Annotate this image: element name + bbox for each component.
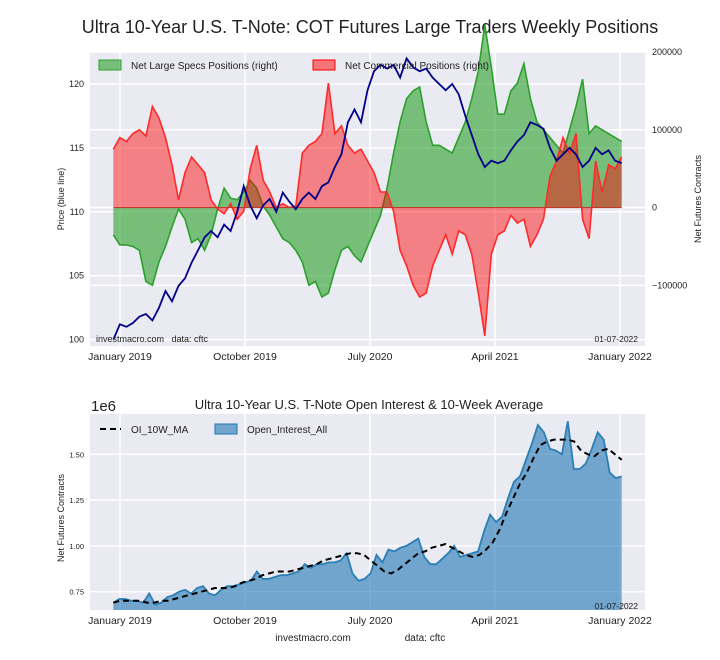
bottom-x-axis: January 2019 October 2019 July 2020 April 2…	[88, 615, 652, 627]
bottom-tick-label: 0.75	[69, 588, 84, 597]
top-x-tick-label: January 2022	[588, 351, 652, 363]
main-title: Ultra 10-Year U.S. T-Note: COT Futures L…	[82, 17, 659, 37]
bottom-x-tick-label: July 2020	[348, 615, 393, 627]
bottom-x-tick-label: October 2019	[213, 615, 277, 627]
legend-label-open-interest: Open_Interest_All	[247, 425, 327, 436]
bottom-scale-label: 1e6	[91, 398, 116, 415]
bottom-legend: OI_10W_MA Open_Interest_All	[100, 423, 327, 436]
bottom-x-tick-label: January 2022	[588, 615, 652, 627]
legend-label-large-specs: Net Large Specs Positions (right)	[131, 61, 278, 72]
open-interest-area	[113, 421, 622, 610]
bottom-date-label: 01-07-2022	[595, 601, 639, 611]
top-right-tick-label: −100000	[652, 280, 687, 290]
top-left-tick-label: 105	[69, 271, 84, 281]
top-left-axis-label: Price (blue line)	[56, 168, 66, 231]
footer-site: investmacro.com	[275, 633, 351, 644]
top-x-tick-label: January 2019	[88, 351, 152, 363]
commercial-line	[112, 83, 623, 337]
top-watermark: investmacro.com data: cftc	[96, 334, 209, 344]
price-line	[112, 56, 623, 340]
top-x-tick-label: October 2019	[213, 351, 277, 363]
bottom-x-tick-label: January 2019	[88, 615, 152, 627]
top-x-tick-label: April 2021	[471, 351, 518, 363]
top-right-axis: −100000 0 100000 200000	[652, 47, 687, 290]
top-x-tick-label: July 2020	[348, 351, 393, 363]
bottom-tick-label: 1.50	[69, 450, 84, 459]
bottom-left-axis: 0.75 1.00 1.25 1.50	[69, 450, 84, 596]
open-interest-line	[112, 421, 622, 606]
top-x-axis: January 2019 October 2019 July 2020 April 2…	[88, 351, 652, 363]
top-right-tick-label: 200000	[652, 47, 682, 57]
top-right-tick-label: 0	[652, 203, 657, 213]
top-right-axis-label: Net Futures Contracts	[693, 154, 703, 243]
top-left-tick-label: 100	[69, 335, 84, 345]
bottom-title: Ultra 10-Year U.S. T-Note Open Interest …	[195, 397, 544, 412]
top-legend: Net Large Specs Positions (right) Net Co…	[98, 59, 489, 72]
legend-swatch-commercial	[312, 59, 336, 71]
legend-label-commercial: Net Commercial Positions (right)	[345, 61, 489, 72]
top-fills	[112, 24, 623, 337]
bottom-panel: Ultra 10-Year U.S. T-Note Open Interest …	[56, 397, 652, 627]
top-panel: 100 105 110 115 120 −100000 0 100000 200000 Jan…	[56, 24, 703, 363]
top-left-tick-label: 115	[70, 143, 84, 153]
bottom-tick-label: 1.25	[69, 496, 84, 505]
bottom-fills	[112, 421, 622, 610]
bottom-x-tick-label: April 2021	[471, 615, 518, 627]
top-date-label: 01-07-2022	[595, 334, 639, 344]
top-left-tick-label: 110	[70, 207, 84, 217]
oi-ma-line	[113, 438, 623, 604]
legend-swatch-open-interest	[214, 423, 238, 435]
commercial-area	[113, 83, 622, 336]
bottom-axis-label: Net Futures Contracts	[56, 473, 66, 562]
large-specs-line	[112, 24, 623, 299]
legend-swatch-large-specs	[98, 59, 122, 71]
top-lines	[112, 56, 623, 340]
footer-source: data: cftc	[405, 633, 446, 644]
bottom-tick-label: 1.00	[69, 542, 84, 551]
top-left-axis: 100 105 110 115 120	[69, 79, 84, 345]
legend-label-oi-ma: OI_10W_MA	[131, 425, 189, 436]
top-right-tick-label: 100000	[652, 125, 682, 135]
bottom-lines	[113, 438, 623, 604]
top-left-tick-label: 120	[69, 79, 84, 89]
